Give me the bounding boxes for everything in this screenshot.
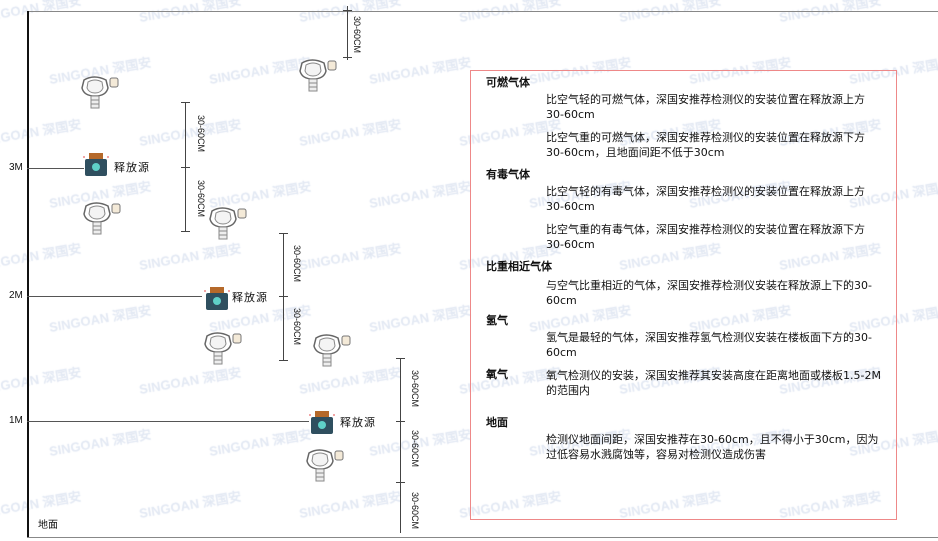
height-axis [27, 11, 29, 537]
floor-line [27, 537, 938, 538]
text-combustible-light: 比空气轻的可燃气体，深国安推荐检测仪的安装位置在释放源上方30-60cm [546, 93, 865, 121]
heading-combustible: 可燃气体 [486, 76, 530, 89]
heading-ground: 地面 [486, 416, 508, 429]
level-1m-line [27, 421, 309, 422]
heading-oxygen: 氧气 [486, 368, 508, 381]
dimension-label: 30-60CM [292, 308, 302, 346]
release-source-icon [309, 410, 335, 440]
heading-similar: 比重相近气体 [486, 260, 552, 273]
heading-hydrogen: 氢气 [486, 314, 508, 327]
ceiling-line [27, 11, 938, 12]
level-1m: 1M [9, 415, 23, 426]
dimension-label: 30-60CM [410, 430, 420, 468]
gas-detector-icon [305, 447, 345, 487]
ground-label: 地面 [38, 520, 58, 531]
text-oxygen: 氧气检测仪的安装，深国安推荐其安装高度在距离地面或楼板1.5-2M的范围内 [546, 369, 881, 397]
release-source-label: 释放源 [340, 416, 376, 429]
text-hydrogen: 氢气是最轻的气体，深国安推荐氢气检测仪安装在楼板面下方的30-60cm [546, 331, 872, 359]
level-2m-line [27, 296, 202, 297]
dimension-label: 30-60CM [352, 16, 362, 54]
text-combustible-heavy: 比空气重的可燃气体，深国安推荐检测仪的安装位置在释放源下方30-60cm，且地面… [546, 131, 865, 159]
dimension-label: 30-60CM [410, 370, 420, 408]
dimension-line [400, 358, 401, 533]
level-3m: 3M [9, 162, 23, 173]
gas-detector-icon [208, 205, 248, 245]
level-3m-line [27, 168, 84, 169]
gas-detector-icon [312, 332, 352, 372]
gas-detector-icon [298, 57, 338, 97]
installation-guide-box: 可燃气体 比空气轻的可燃气体，深国安推荐检测仪的安装位置在释放源上方30-60c… [470, 70, 897, 520]
release-source-icon [204, 286, 230, 316]
gas-detector-icon [203, 330, 243, 370]
dimension-label: 30-60CM [196, 180, 206, 218]
release-source-label: 释放源 [232, 291, 268, 304]
release-source-icon [83, 152, 109, 182]
text-toxic-heavy: 比空气重的有毒气体，深国安推荐检测仪的安装位置在释放源下方30-60cm [546, 223, 865, 251]
release-source-label: 释放源 [114, 161, 150, 174]
text-ground: 检测仪地面间距，深国安推荐在30-60cm，且不得小于30cm，因为过低容易水溅… [546, 433, 879, 461]
text-similar: 与空气比重相近的气体，深国安推荐检测仪安装在释放源上下的30-60cm [546, 279, 872, 307]
dimension-label: 30-60CM [196, 115, 206, 153]
level-2m: 2M [9, 290, 23, 301]
dimension-line [347, 6, 348, 60]
dimension-line [283, 233, 284, 361]
dimension-label: 30-60CM [410, 492, 420, 530]
heading-toxic: 有毒气体 [486, 168, 530, 181]
gas-detector-icon [80, 74, 120, 114]
text-toxic-light: 比空气轻的有毒气体，深国安推荐检测仪的安装位置在释放源上方30-60cm [546, 185, 865, 213]
dimension-label: 30-60CM [292, 245, 302, 283]
gas-detector-icon [82, 200, 122, 240]
